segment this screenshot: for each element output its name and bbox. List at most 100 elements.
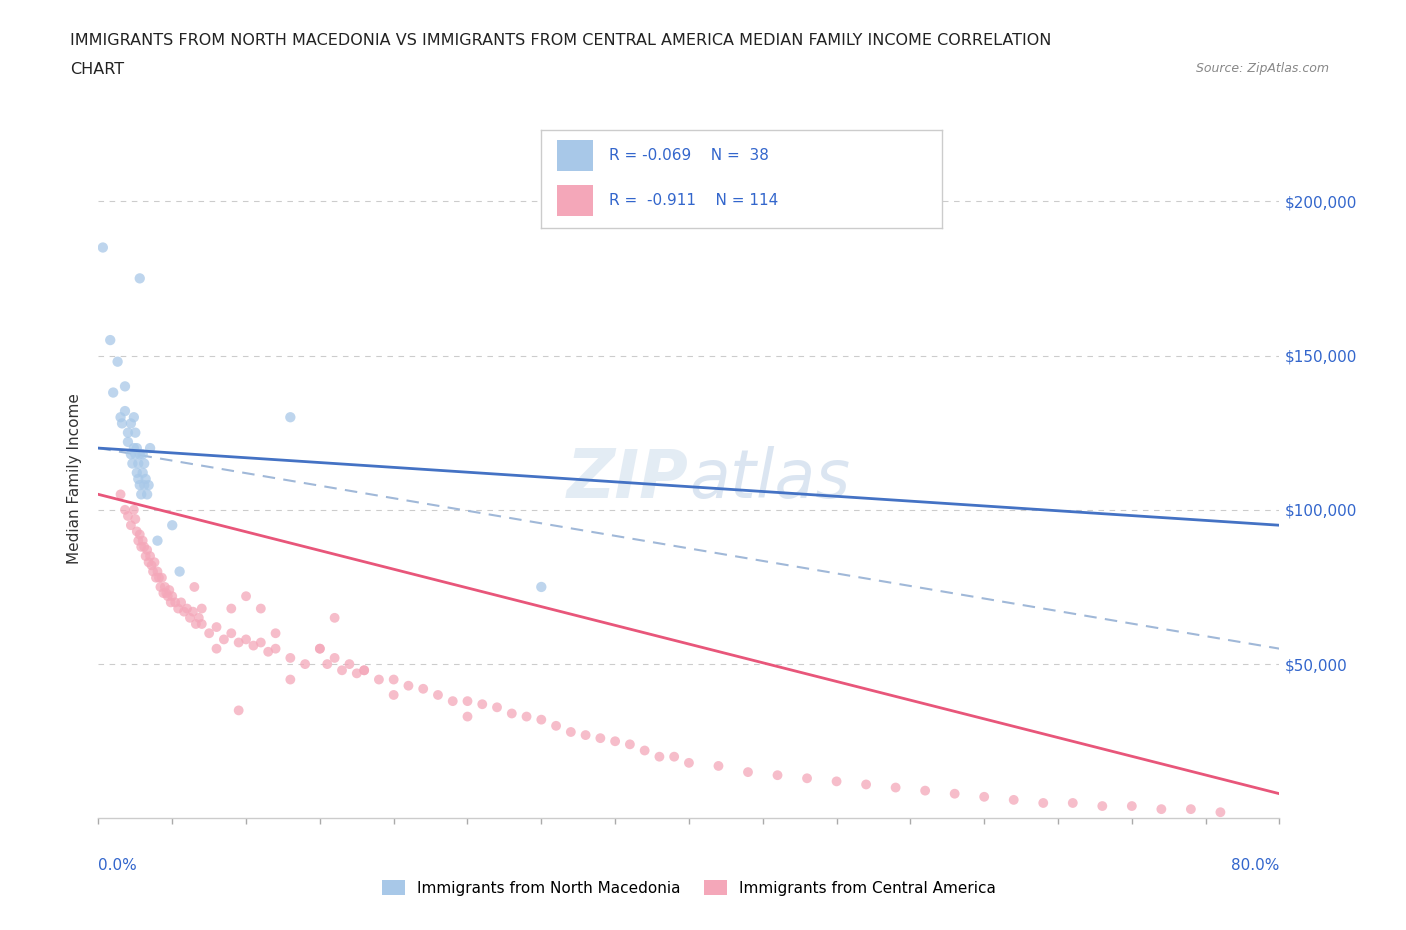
- Point: [264, 642, 287, 657]
- Point: [219, 601, 242, 616]
- Point: [134, 539, 156, 554]
- Point: [884, 780, 907, 795]
- Point: [145, 570, 167, 585]
- Point: [205, 642, 228, 657]
- Point: [120, 518, 142, 533]
- Point: [235, 632, 257, 647]
- Point: [1180, 802, 1202, 817]
- Point: [278, 410, 302, 425]
- Point: [309, 642, 332, 657]
- Point: [122, 502, 145, 517]
- Point: [165, 595, 187, 610]
- Point: [501, 706, 523, 721]
- Point: [128, 527, 150, 542]
- Point: [125, 524, 148, 538]
- Point: [114, 379, 136, 393]
- Point: [127, 472, 149, 486]
- Point: [111, 416, 134, 431]
- Point: [796, 771, 818, 786]
- Point: [471, 697, 494, 711]
- Text: R = -0.069    N =  38: R = -0.069 N = 38: [609, 148, 769, 163]
- Point: [456, 694, 478, 709]
- Point: [648, 750, 671, 764]
- Point: [264, 626, 287, 641]
- Point: [146, 565, 169, 579]
- Point: [110, 487, 132, 502]
- Point: [515, 710, 537, 724]
- Point: [120, 446, 142, 461]
- Point: [228, 703, 250, 718]
- Point: [382, 687, 405, 702]
- Point: [250, 601, 273, 616]
- Point: [396, 678, 419, 693]
- Point: [121, 456, 143, 471]
- Point: [129, 539, 152, 554]
- Point: [124, 512, 146, 526]
- Point: [278, 672, 302, 687]
- Legend: Immigrants from North Macedonia, Immigrants from Central America: Immigrants from North Macedonia, Immigra…: [375, 873, 1002, 902]
- Point: [157, 582, 180, 597]
- Point: [191, 601, 214, 616]
- Point: [139, 549, 162, 564]
- Point: [382, 672, 405, 687]
- Point: [228, 635, 250, 650]
- Point: [250, 635, 273, 650]
- Point: [323, 650, 346, 665]
- Point: [176, 601, 198, 616]
- Point: [456, 710, 478, 724]
- Point: [219, 626, 242, 641]
- Point: [678, 755, 700, 770]
- Point: [139, 441, 162, 456]
- Point: [235, 589, 257, 604]
- Point: [187, 610, 209, 625]
- Point: [589, 731, 612, 746]
- Point: [162, 589, 183, 604]
- Point: [664, 750, 686, 764]
- Point: [129, 487, 152, 502]
- Text: CHART: CHART: [70, 62, 124, 77]
- FancyBboxPatch shape: [557, 185, 593, 216]
- Point: [128, 446, 150, 461]
- Point: [257, 644, 280, 659]
- Point: [441, 694, 464, 709]
- Point: [530, 579, 553, 594]
- Point: [152, 586, 174, 601]
- Point: [91, 240, 114, 255]
- Point: [181, 604, 204, 619]
- Point: [132, 533, 155, 548]
- Point: [1002, 792, 1025, 807]
- Point: [412, 682, 434, 697]
- Point: [825, 774, 848, 789]
- Point: [155, 586, 177, 601]
- Point: [198, 626, 221, 641]
- Point: [943, 786, 966, 801]
- Point: [146, 533, 169, 548]
- Point: [179, 610, 201, 625]
- Point: [127, 533, 149, 548]
- Point: [1062, 795, 1084, 810]
- Point: [368, 672, 391, 687]
- Text: IMMIGRANTS FROM NORTH MACEDONIA VS IMMIGRANTS FROM CENTRAL AMERICA MEDIAN FAMILY: IMMIGRANTS FROM NORTH MACEDONIA VS IMMIG…: [70, 33, 1052, 47]
- Point: [1032, 795, 1054, 810]
- Point: [124, 446, 146, 461]
- Point: [132, 446, 155, 461]
- Point: [120, 416, 142, 431]
- Text: ZIP: ZIP: [567, 446, 689, 512]
- Point: [339, 657, 360, 671]
- Point: [150, 570, 173, 585]
- Point: [1209, 804, 1232, 819]
- Point: [142, 565, 165, 579]
- Point: [103, 385, 125, 400]
- Point: [134, 478, 156, 493]
- Point: [766, 768, 789, 783]
- Point: [128, 271, 150, 286]
- Point: [353, 663, 375, 678]
- Point: [855, 777, 877, 792]
- Point: [242, 638, 264, 653]
- Point: [169, 565, 191, 579]
- Point: [278, 650, 302, 665]
- Point: [128, 478, 150, 493]
- Text: R =  -0.911    N = 114: R = -0.911 N = 114: [609, 193, 779, 208]
- Point: [117, 434, 139, 449]
- Point: [122, 410, 145, 425]
